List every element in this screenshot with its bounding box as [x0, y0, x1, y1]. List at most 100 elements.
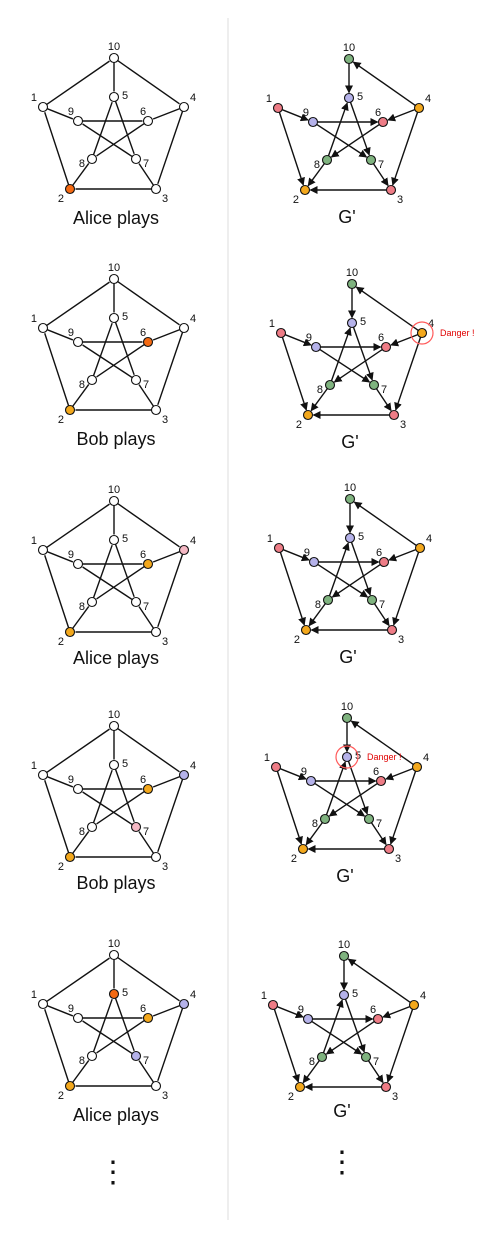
panel-caption: Bob plays	[76, 429, 155, 449]
edge-6-8	[96, 790, 145, 825]
edge-4-6	[388, 548, 417, 562]
edge-4-6	[390, 333, 419, 347]
edge-6-8	[331, 563, 381, 598]
vertex-label-7: 7	[381, 384, 387, 396]
vertex-8	[86, 1050, 98, 1062]
edge-2-1	[44, 780, 70, 853]
vertex-label-4: 4	[190, 313, 196, 325]
vertex-label-6: 6	[373, 766, 379, 778]
vertex-label-5: 5	[122, 90, 128, 102]
vertex-9	[72, 783, 84, 795]
edge-2-8	[72, 1060, 90, 1083]
edge-4-6	[152, 775, 181, 788]
vertex-label-5: 5	[360, 316, 366, 328]
vertex-label-10: 10	[344, 482, 356, 494]
edge-1-10	[46, 60, 110, 106]
edge-7-9	[82, 344, 133, 379]
vertex-label-5: 5	[122, 758, 128, 770]
edge-2-1	[44, 555, 70, 628]
edge-4-10	[347, 958, 411, 1003]
vertex-6	[142, 115, 154, 127]
vertex-3	[383, 843, 395, 855]
vertex-10	[108, 273, 120, 285]
edge-3-7	[138, 384, 155, 407]
vertex-label-1: 1	[31, 313, 37, 325]
panel-7: 1 2 3 4 56 7 8 9 10 Bob plays	[31, 709, 196, 893]
vertex-label-7: 7	[379, 599, 385, 611]
vertex-2	[302, 409, 314, 421]
vertex-label-8: 8	[309, 1056, 315, 1068]
edge-9-7	[314, 782, 366, 817]
edge-1-9	[276, 1006, 304, 1019]
vertex-label-9: 9	[68, 1003, 74, 1015]
vertex-label-8: 8	[79, 601, 85, 613]
edge-6-8	[96, 343, 145, 378]
vertex-6	[378, 556, 390, 568]
vertex-3	[150, 1080, 162, 1092]
panel-caption: G'	[333, 1101, 350, 1121]
edge-5-7	[350, 542, 372, 596]
vertex-6	[142, 336, 154, 348]
vertex-7	[363, 813, 375, 825]
vertex-label-2: 2	[294, 634, 300, 646]
edge-4-6	[152, 550, 181, 563]
vertex-label-3: 3	[162, 861, 168, 873]
vertex-label-3: 3	[395, 853, 401, 865]
vertex-6	[377, 116, 389, 128]
vertex-label-4: 4	[190, 989, 196, 1001]
edge-3-7	[138, 1060, 155, 1083]
vertex-label-2: 2	[58, 1090, 64, 1102]
edge-5-7	[344, 999, 366, 1053]
vertex-label-7: 7	[373, 1056, 379, 1068]
vertex-9	[307, 116, 319, 128]
vertex-3	[380, 1081, 392, 1093]
vertex-10	[108, 52, 120, 64]
vertex-label-3: 3	[162, 636, 168, 648]
vertex-label-2: 2	[58, 193, 64, 205]
panel-3: 1 2 3 4 56 7 8 9 10 Bob plays	[31, 262, 196, 449]
edge-4-10	[355, 286, 419, 331]
vertex-label-10: 10	[108, 262, 120, 274]
edge-2-8	[72, 606, 90, 629]
vertex-label-9: 9	[301, 766, 307, 778]
vertex-label-2: 2	[291, 853, 297, 865]
edge-3-7	[138, 831, 155, 854]
ellipsis-left: ⋮	[98, 1156, 128, 1189]
edge-4-6	[152, 1004, 181, 1017]
vertex-label-7: 7	[143, 1055, 149, 1067]
edge-7-3	[372, 163, 389, 187]
edge-7-3	[373, 603, 390, 627]
vertex-label-2: 2	[58, 861, 64, 873]
vertex-2	[64, 1080, 76, 1092]
vertex-7	[368, 379, 380, 391]
edge-1-9	[46, 776, 74, 788]
vertex-3	[386, 624, 398, 636]
vertex-10	[343, 53, 355, 65]
panel-1: 1 2 3 4 56 7 8 9 10 Alice plays	[31, 41, 196, 228]
edge-9-7	[316, 123, 368, 158]
edge-2-8	[72, 163, 90, 186]
vertex-5	[343, 92, 355, 104]
edge-4-6	[152, 328, 181, 341]
edge-8-5	[328, 542, 350, 596]
vertex-label-3: 3	[398, 634, 404, 646]
edge-2-1	[44, 1009, 70, 1082]
edge-5-7	[114, 544, 135, 598]
edge-2-8	[72, 384, 90, 407]
vertex-10	[344, 493, 356, 505]
vertex-8	[319, 813, 331, 825]
edge-1-9	[46, 551, 74, 563]
edge-6-8	[325, 1020, 375, 1055]
vertex-label-6: 6	[376, 547, 382, 559]
edge-8-5	[322, 999, 344, 1053]
edge-8-5	[92, 998, 113, 1052]
edge-1-10	[46, 957, 110, 1003]
vertex-5	[108, 988, 120, 1000]
panel-caption: G'	[336, 866, 353, 886]
vertex-6	[142, 783, 154, 795]
panel-9: 1 2 3 4 56 7 8 9 10 Alice plays	[31, 938, 196, 1125]
edge-1-9	[279, 768, 307, 781]
edge-7-9	[82, 123, 133, 158]
vertex-label-9: 9	[304, 547, 310, 559]
